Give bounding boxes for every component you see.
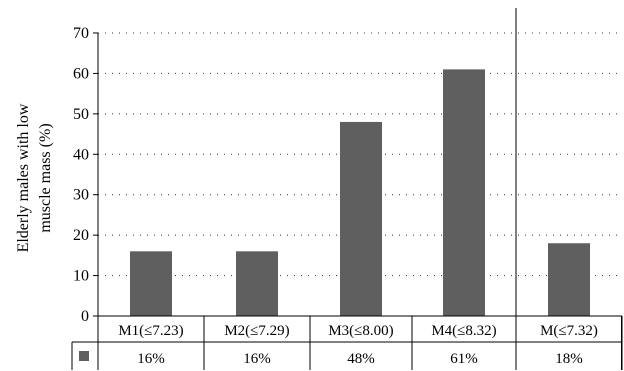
category-label: M2(≤7.29): [224, 323, 289, 339]
bar: [548, 243, 590, 316]
bar: [340, 121, 382, 316]
data-label: 16%: [137, 351, 165, 367]
data-label: 18%: [555, 351, 583, 367]
y-tick-label: 40: [73, 146, 89, 163]
category-label: M1(≤7.23): [118, 323, 183, 339]
data-label: 48%: [347, 351, 375, 367]
y-tick-label: 20: [73, 227, 89, 244]
y-tick-label: 0: [81, 308, 89, 325]
y-axis-label-line-1: Elderly males with low: [15, 103, 32, 252]
bar: [130, 251, 172, 316]
y-tick-label: 30: [73, 187, 89, 204]
y-tick-label: 10: [73, 268, 89, 285]
y-tick-label: 70: [73, 25, 89, 42]
data-label: 16%: [243, 351, 271, 367]
category-label: M(≤7.32): [540, 323, 598, 339]
y-axis-label-line-2: muscle mass (%): [37, 123, 54, 232]
y-axis-ticks: 0 10 20 30 40 50 60 70: [73, 8, 517, 325]
y-axis-label: Elderly males with low muscle mass (%): [15, 103, 54, 252]
bar: [443, 69, 485, 316]
bar: [236, 251, 278, 316]
y-tick-label: 60: [73, 65, 89, 82]
legend-marker: [79, 351, 89, 361]
bars: [130, 69, 590, 316]
data-table: M1(≤7.23) 16% M2(≤7.29) 16% M3(≤8.00) 48% M4(≤…: [71, 315, 623, 370]
category-label: M3(≤8.00): [328, 323, 393, 339]
y-tick-label: 50: [73, 106, 89, 123]
data-label: 61%: [450, 351, 478, 367]
category-label: M4(≤8.32): [431, 323, 496, 339]
